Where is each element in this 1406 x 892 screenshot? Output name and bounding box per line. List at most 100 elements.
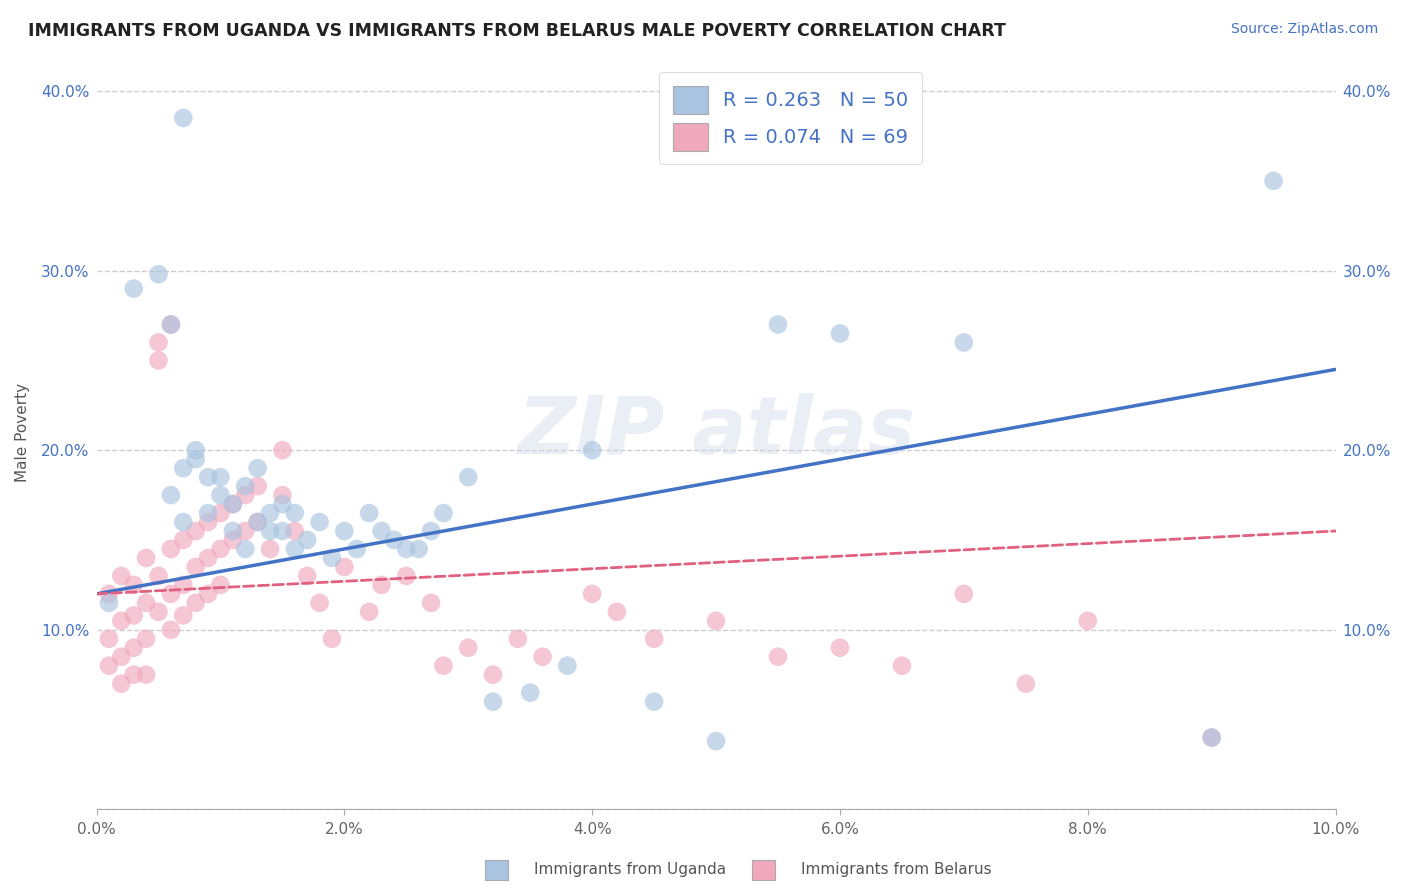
Text: Immigrants from Belarus: Immigrants from Belarus (801, 863, 993, 877)
Point (160, 623, 183, 637)
Point (382, 533, 405, 547)
Point (333, 560, 356, 574)
Point (643, 695, 665, 709)
Point (172, 608, 194, 623)
Point (308, 515, 330, 529)
Point (766, 318, 789, 332)
Point (122, 667, 145, 681)
Point (97, 596, 120, 610)
Point (370, 524, 392, 538)
Point (135, 632, 157, 646)
Point (890, 658, 912, 673)
Point (246, 515, 269, 529)
Point (704, 614, 727, 628)
Point (284, 506, 307, 520)
Point (432, 506, 454, 520)
Point (160, 318, 183, 332)
Text: Immigrants from Uganda: Immigrants from Uganda (534, 863, 727, 877)
Point (259, 541, 281, 556)
Point (359, 506, 381, 520)
Point (333, 524, 356, 538)
Text: IMMIGRANTS FROM UGANDA VS IMMIGRANTS FROM BELARUS MALE POVERTY CORRELATION CHART: IMMIGRANTS FROM UGANDA VS IMMIGRANTS FRO… (28, 22, 1007, 40)
Point (420, 596, 443, 610)
Point (184, 560, 207, 574)
Point (395, 541, 418, 556)
Point (420, 524, 443, 538)
Point (828, 640, 851, 655)
Point (233, 524, 256, 538)
Point (197, 587, 219, 601)
Point (432, 658, 454, 673)
Point (222, 497, 245, 511)
Point (581, 587, 603, 601)
Point (148, 605, 170, 619)
Point (953, 335, 976, 350)
Point (209, 470, 232, 484)
Point (308, 596, 330, 610)
Point (408, 541, 430, 556)
Point (271, 497, 294, 511)
Point (97, 632, 120, 646)
Point (1263, 174, 1285, 188)
Point (110, 649, 132, 664)
Point (135, 596, 157, 610)
Point (457, 640, 479, 655)
Point (122, 282, 145, 296)
Point (148, 569, 170, 583)
Point (1201, 731, 1223, 745)
Point (172, 578, 194, 592)
Point (1077, 614, 1099, 628)
Point (233, 541, 256, 556)
Point (209, 578, 232, 592)
Point (184, 452, 207, 467)
Point (160, 318, 183, 332)
Point (209, 541, 232, 556)
Point (148, 335, 170, 350)
Point (97, 587, 120, 601)
Point (1201, 731, 1223, 745)
Point (704, 734, 727, 748)
Point (271, 488, 294, 502)
Point (209, 488, 232, 502)
Point (148, 353, 170, 368)
Point (482, 695, 505, 709)
Point (160, 541, 183, 556)
Point (110, 569, 132, 583)
Point (395, 569, 418, 583)
Point (359, 605, 381, 619)
Point (259, 506, 281, 520)
Point (346, 541, 368, 556)
Point (184, 596, 207, 610)
Text: ZIP atlas: ZIP atlas (517, 393, 915, 471)
Point (246, 515, 269, 529)
Point (1015, 676, 1038, 690)
Point (222, 497, 245, 511)
Point (581, 443, 603, 458)
Point (184, 443, 207, 458)
Point (172, 533, 194, 547)
Point (284, 524, 307, 538)
Point (643, 632, 665, 646)
Point (110, 676, 132, 690)
Point (160, 488, 183, 502)
Y-axis label: Male Poverty: Male Poverty (15, 383, 30, 482)
Point (172, 111, 194, 125)
Point (246, 479, 269, 493)
Point (284, 541, 307, 556)
Legend: R = 0.263   N = 50, R = 0.074   N = 69: R = 0.263 N = 50, R = 0.074 N = 69 (659, 72, 922, 164)
Point (172, 461, 194, 475)
Point (259, 524, 281, 538)
Point (122, 578, 145, 592)
Point (482, 667, 505, 681)
Point (222, 533, 245, 547)
Point (271, 524, 294, 538)
Point (184, 524, 207, 538)
Point (197, 551, 219, 566)
Point (172, 515, 194, 529)
Point (953, 587, 976, 601)
Point (606, 605, 628, 619)
Point (209, 506, 232, 520)
Point (197, 515, 219, 529)
Point (122, 640, 145, 655)
Point (110, 614, 132, 628)
